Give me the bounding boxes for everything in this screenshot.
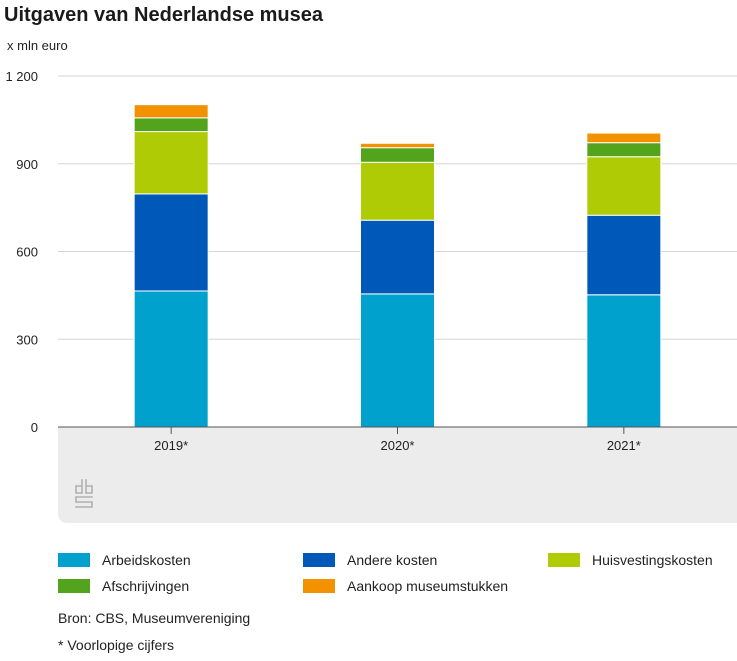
y-tick-label: 600 bbox=[16, 245, 38, 260]
x-axis-ticks: 2019* 2020* 2021* bbox=[58, 426, 737, 453]
bar-segment bbox=[133, 104, 209, 119]
bar-segment bbox=[133, 117, 209, 133]
bar-segment bbox=[586, 156, 662, 216]
legend: Arbeidskosten Andere kosten Huisvestings… bbox=[58, 552, 737, 602]
legend-label: Andere kosten bbox=[347, 552, 438, 568]
legend-label: Aankoop museumstukken bbox=[347, 578, 509, 594]
y-tick-label: 1 200 bbox=[5, 69, 38, 84]
bar-segment bbox=[133, 290, 209, 428]
legend-swatch bbox=[58, 553, 90, 567]
y-tick-label: 0 bbox=[31, 420, 38, 435]
bar-chart: 0 300 600 900 1 200 2019* 2020* 2021* bbox=[5, 69, 737, 523]
legend-item-arbeidskosten: Arbeidskosten bbox=[58, 552, 191, 568]
cbs-logo-icon bbox=[75, 479, 93, 508]
y-tick-label: 900 bbox=[16, 157, 38, 172]
bar-segment bbox=[360, 147, 435, 163]
bar-segment bbox=[586, 132, 662, 144]
x-tick-label: 2021* bbox=[607, 438, 641, 453]
legend-label: Huisvestingskosten bbox=[592, 552, 713, 568]
bar-segment bbox=[133, 131, 209, 195]
x-axis-band-shape bbox=[58, 427, 737, 523]
bar-segment bbox=[133, 193, 209, 292]
legend-label: Arbeidskosten bbox=[102, 552, 191, 568]
legend-swatch bbox=[548, 553, 580, 567]
x-tick-label: 2019* bbox=[154, 438, 188, 453]
provisional-note: * Voorlopige cijfers bbox=[58, 637, 174, 653]
bar-segment bbox=[586, 214, 662, 296]
legend-item-huisvestingskosten: Huisvestingskosten bbox=[548, 552, 713, 568]
y-axis-ticks: 0 300 600 900 1 200 bbox=[5, 69, 38, 435]
bar-segment bbox=[360, 161, 435, 221]
bar-segment bbox=[360, 293, 435, 428]
source-note: Bron: CBS, Museumvereniging bbox=[58, 610, 251, 626]
chart-title: Uitgaven van Nederlandse musea bbox=[4, 4, 324, 26]
legend-item-andere-kosten: Andere kosten bbox=[303, 552, 437, 568]
y-axis-unit-label: x mln euro bbox=[7, 38, 68, 53]
legend-label: Afschrijvingen bbox=[102, 578, 190, 594]
x-axis-band bbox=[58, 427, 737, 523]
legend-item-afschrijvingen: Afschrijvingen bbox=[58, 578, 189, 594]
bar-stacks bbox=[133, 104, 662, 428]
legend-swatch bbox=[303, 579, 335, 593]
bar-segment bbox=[586, 142, 662, 158]
legend-swatch bbox=[58, 579, 90, 593]
bar-segment bbox=[586, 294, 662, 428]
bar-segment bbox=[360, 219, 435, 295]
x-tick-label: 2020* bbox=[381, 438, 415, 453]
legend-item-aankoop-museumstukken: Aankoop museumstukken bbox=[303, 578, 508, 594]
y-tick-label: 300 bbox=[16, 332, 38, 347]
bar-segment bbox=[360, 142, 435, 149]
legend-swatch bbox=[303, 553, 335, 567]
